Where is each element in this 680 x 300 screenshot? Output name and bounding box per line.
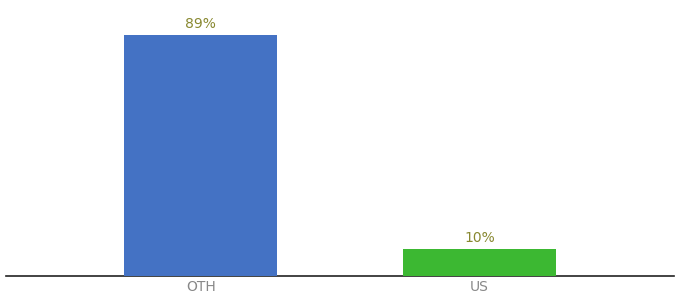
Bar (403, 249, 556, 276)
Text: 10%: 10% (464, 230, 495, 244)
Text: 89%: 89% (185, 17, 216, 31)
Bar (124, 35, 277, 276)
